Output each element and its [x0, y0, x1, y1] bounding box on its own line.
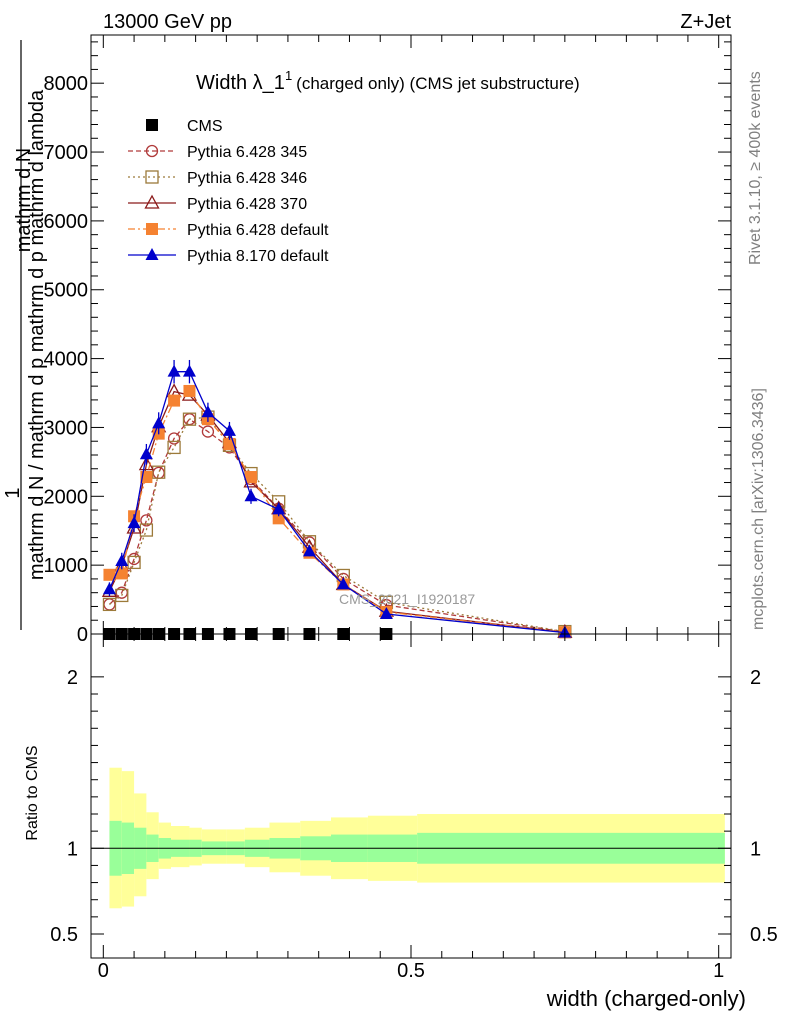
- series-line: [109, 390, 565, 633]
- marker-triangle: [145, 248, 159, 260]
- marker-open-square: [167, 440, 181, 455]
- x-tick-label: 0: [98, 960, 109, 982]
- series-line: [109, 416, 565, 633]
- marker-square: [183, 384, 196, 397]
- ratio-y-tick-label-right: 0.5: [750, 924, 778, 946]
- marker-triangle: [201, 405, 215, 418]
- y-axis-label: 1 mathrm d N mathrm d N / mathrm d p mat…: [2, 40, 48, 630]
- ratio-ylabel: Ratio to CMS: [24, 745, 41, 840]
- legend-label: Pythia 6.428 default: [187, 222, 329, 239]
- y-tick-label: 1000: [44, 555, 89, 577]
- ratio-content: [91, 767, 731, 909]
- marker-triangle: [115, 554, 129, 567]
- legend-label: Pythia 6.428 370: [187, 196, 307, 213]
- marker-open-square: [127, 555, 141, 570]
- marker-triangle: [379, 607, 393, 620]
- legend-label: Pythia 8.170 default: [187, 248, 329, 265]
- marker-square: [146, 119, 158, 131]
- marker-open-square: [182, 412, 197, 426]
- series-4: [103, 384, 571, 639]
- marker-triangle: [182, 364, 196, 377]
- chart-subtitle: (charged only) (CMS jet substructure): [296, 74, 579, 93]
- marker-open-square: [145, 170, 159, 184]
- marker-open-square: [152, 465, 166, 479]
- x-tick-label: 1: [713, 960, 724, 982]
- ratio-axes: 0 0.5 1 0.5 0.5 1 1 2 2: [50, 634, 778, 982]
- legend: CMS Pythia 6.428 345 Pythia 6.428 346 Pythi…: [128, 118, 329, 265]
- marker-square: [168, 394, 181, 407]
- legend-label: CMS: [187, 118, 223, 135]
- y-tick-label: 0: [77, 624, 88, 646]
- series-1: [103, 413, 571, 639]
- y-tick-label: 4000: [44, 349, 89, 371]
- marker-triangle: [272, 502, 286, 515]
- marker-square: [146, 223, 158, 235]
- ratio-y-tick-label-right: 1: [750, 838, 761, 860]
- marker-triangle: [139, 447, 153, 460]
- marker-open-circle: [201, 425, 215, 438]
- series-line: [109, 418, 565, 633]
- marker-triangle: [302, 544, 316, 557]
- mcplots-label: mcplots.cern.ch [arXiv:1306.3436]: [750, 388, 767, 630]
- energy-label: 13000 GeV pp: [103, 11, 232, 33]
- marker-square: [103, 568, 116, 581]
- x-axis-label: width (charged-only): [546, 986, 746, 1011]
- chart-title-main: Width λ_1: [196, 72, 285, 94]
- chart-title: Width λ_11 (charged only) (CMS jet substr…: [196, 68, 580, 94]
- marker-triangle: [244, 489, 258, 502]
- marker-open-triangle: [144, 194, 160, 209]
- ylabel-denominator: mathrm d N / mathrm d p mathrm d p mathr…: [26, 89, 48, 580]
- marker-triangle: [336, 577, 350, 590]
- marker-square: [272, 512, 285, 525]
- series-line: [108, 371, 565, 634]
- marker-square: [115, 567, 128, 580]
- ratio-y-tick-label: 1: [67, 838, 78, 860]
- main-panel: 0 1000 2000 3000 4000 5000 6000 7000 8000 CMS Pyt…: [44, 34, 732, 646]
- series-2: [102, 410, 572, 639]
- ylabel-frac-one: 1: [2, 487, 24, 498]
- ratio-y-tick-label: 2: [67, 667, 78, 689]
- marker-open-circle: [145, 144, 159, 158]
- series-3: [101, 383, 573, 638]
- y-tick-label: 6000: [44, 211, 89, 233]
- x-tick-label: 0.5: [397, 960, 425, 982]
- marker-triangle: [152, 416, 166, 429]
- marker-open-circle: [140, 514, 153, 527]
- process-label: Z+Jet: [680, 11, 731, 33]
- legend-label: Pythia 6.428 346: [187, 170, 307, 187]
- ratio-y-tick-label-right: 2: [750, 667, 761, 689]
- series-line: [108, 390, 565, 633]
- marker-triangle: [222, 423, 236, 436]
- marker-square: [245, 471, 257, 484]
- ratio-frame: [90, 633, 732, 959]
- ylabel-dn: mathrm d N: [13, 148, 35, 252]
- marker-triangle: [127, 516, 141, 529]
- rivet-label: Rivet 3.1.10, ≥ 400k events: [747, 71, 764, 265]
- y-tick-label: 5000: [44, 280, 89, 302]
- marker-open-square: [102, 597, 117, 612]
- marker-triangle: [167, 364, 181, 377]
- y-tick-label: 8000: [44, 73, 89, 95]
- series-5: [102, 359, 572, 638]
- y-tick-label: 2000: [44, 486, 89, 508]
- watermark: CMS_2021_I1920187: [339, 591, 475, 607]
- marker-open-circle: [167, 432, 181, 445]
- marker-open-square: [139, 523, 154, 537]
- marker-open-circle: [152, 466, 165, 480]
- main-axes: 0 1000 2000 3000 4000 5000 6000 7000 8000: [44, 35, 731, 646]
- y-tick-label: 3000: [44, 417, 89, 439]
- ratio-panel: 0 0.5 1 0.5 0.5 1 1 2 2 Ratio to CMS: [24, 633, 778, 982]
- legend-label: Pythia 6.428 345: [187, 144, 307, 161]
- chart-title-sup: 1: [285, 68, 292, 83]
- main-content: [101, 359, 573, 640]
- ratio-y-tick-label: 0.5: [50, 924, 78, 946]
- y-tick-label: 7000: [44, 142, 89, 164]
- marker-triangle: [102, 582, 116, 595]
